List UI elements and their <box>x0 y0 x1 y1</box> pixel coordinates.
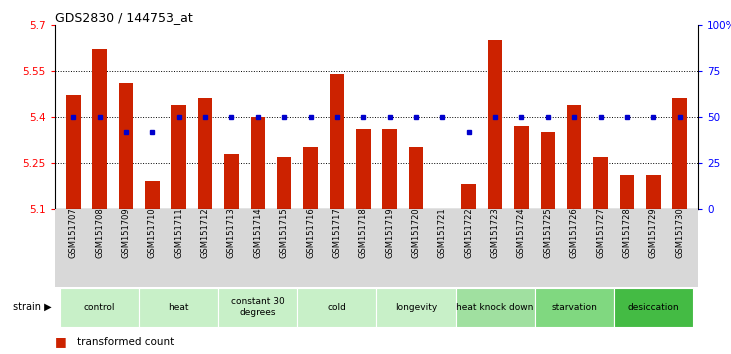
Bar <box>198 98 212 209</box>
Bar <box>219 287 298 327</box>
Bar <box>251 117 265 209</box>
Text: ■: ■ <box>55 335 67 348</box>
Text: desiccation: desiccation <box>627 303 679 312</box>
Bar <box>172 104 186 209</box>
Bar <box>409 148 423 209</box>
Text: heat knock down: heat knock down <box>456 303 534 312</box>
Bar <box>60 287 139 327</box>
Bar <box>567 104 581 209</box>
Text: cold: cold <box>327 303 346 312</box>
Bar <box>330 74 344 209</box>
Bar <box>455 287 534 327</box>
Text: strain ▶: strain ▶ <box>12 302 51 312</box>
Text: heat: heat <box>168 303 189 312</box>
Bar <box>534 287 614 327</box>
Bar <box>66 95 80 209</box>
Bar <box>224 154 239 209</box>
Text: constant 30
degrees: constant 30 degrees <box>231 297 284 317</box>
Bar <box>277 157 292 209</box>
Text: longevity: longevity <box>395 303 437 312</box>
Bar <box>118 83 133 209</box>
Bar <box>514 126 529 209</box>
Bar <box>92 49 107 209</box>
Bar <box>356 129 371 209</box>
Bar <box>541 132 555 209</box>
Text: GDS2830 / 144753_at: GDS2830 / 144753_at <box>55 11 192 24</box>
Bar <box>673 98 687 209</box>
Text: control: control <box>84 303 115 312</box>
Bar <box>298 287 376 327</box>
Text: starvation: starvation <box>551 303 597 312</box>
Bar <box>139 287 219 327</box>
Bar <box>382 129 397 209</box>
Bar <box>461 184 476 209</box>
Bar <box>488 40 502 209</box>
Bar <box>594 157 607 209</box>
Bar <box>145 181 159 209</box>
Bar <box>303 148 318 209</box>
Bar <box>620 175 635 209</box>
Bar <box>614 287 693 327</box>
Bar <box>376 287 455 327</box>
Bar <box>646 175 661 209</box>
Text: transformed count: transformed count <box>77 337 174 347</box>
